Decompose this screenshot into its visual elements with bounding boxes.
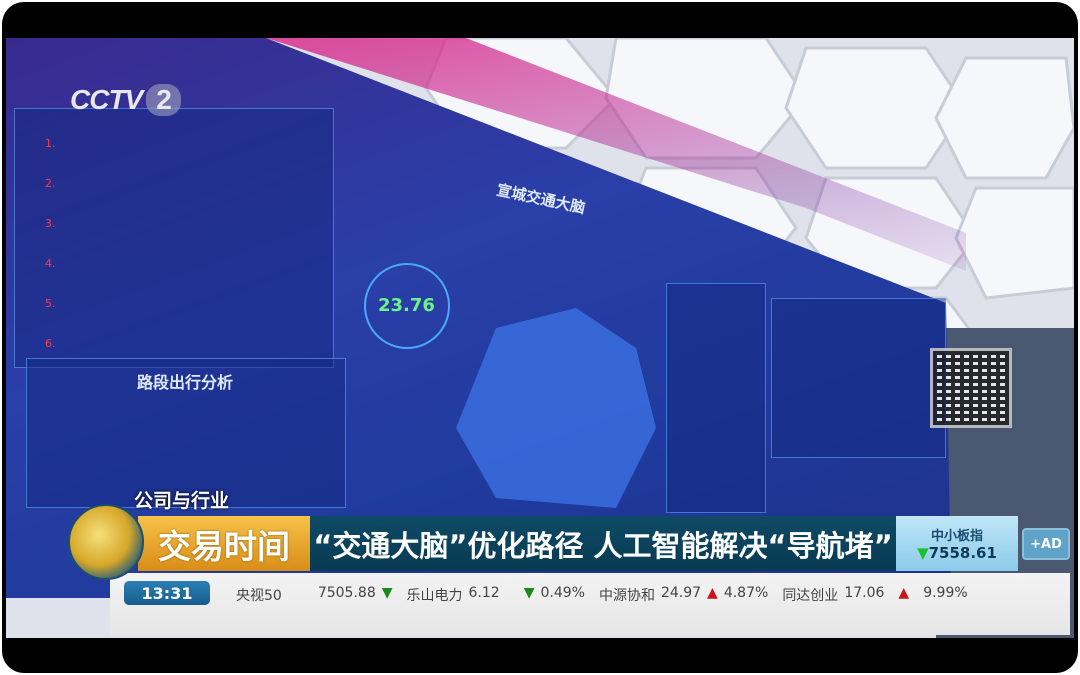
stock-ticker: 13:31 央视50 7505.88 ▼ 乐山电力 6.12 ▼ 0.49% 中源协… — [110, 573, 1070, 635]
up-arrow-icon: ▲ — [898, 585, 910, 601]
panel-title: 路段出行分析 — [137, 373, 234, 392]
globe-logo-icon — [68, 504, 144, 580]
ranking-panel: 1. 2. 3. 4. 5. 6. — [14, 108, 334, 368]
ticker-name: 同达创业 — [782, 588, 839, 604]
data-panel — [666, 283, 766, 513]
ticker-value: 6.12 — [468, 585, 500, 601]
ad-button[interactable]: +AD — [1022, 528, 1070, 560]
ticker-value: 7505.88 — [317, 585, 376, 601]
ticker-value: 24.97 — [660, 585, 702, 601]
program-name: 交易时间 — [138, 516, 310, 571]
section-label: 公司与行业 — [134, 490, 230, 512]
ticker-name: 中源协和 — [598, 588, 655, 604]
ticker-change: 0.49% — [540, 585, 585, 601]
down-arrow-icon: ▼ — [917, 544, 929, 562]
ticker-change: 9.99% — [923, 585, 968, 601]
cctv-logo: CCTV 2 — [70, 84, 181, 116]
index-name: 中小板指 — [930, 529, 983, 544]
road-analysis-panel: 路段出行分析 — [26, 358, 346, 508]
ticker-change: 4.87% — [723, 585, 769, 601]
ticker-name: 乐山电力 — [406, 588, 463, 604]
chart-panel — [771, 298, 946, 458]
ticker-name: 央视50 — [236, 588, 282, 604]
speed-gauge: 23.76 — [364, 263, 450, 349]
index-value: 7558.61 — [928, 544, 997, 562]
clock: 13:31 — [124, 581, 210, 605]
speed-value: 23.76 — [378, 295, 435, 316]
down-arrow-icon: ▼ — [381, 585, 393, 601]
ticker-value: 17.06 — [844, 585, 885, 601]
headline: “交通大脑”优化路径 人工智能解决“导航堵” — [310, 516, 896, 571]
video-player[interactable]: 1. 2. 3. 4. 5. 6. 路段出行分析 宣城交通大脑 23.76 CCTV 2… — [6, 38, 1074, 638]
index-box: 中小板指 ▼7558.61 — [896, 516, 1018, 571]
qr-code — [930, 348, 1012, 428]
down-arrow-icon: ▼ — [523, 585, 535, 601]
up-arrow-icon: ▲ — [707, 585, 718, 601]
